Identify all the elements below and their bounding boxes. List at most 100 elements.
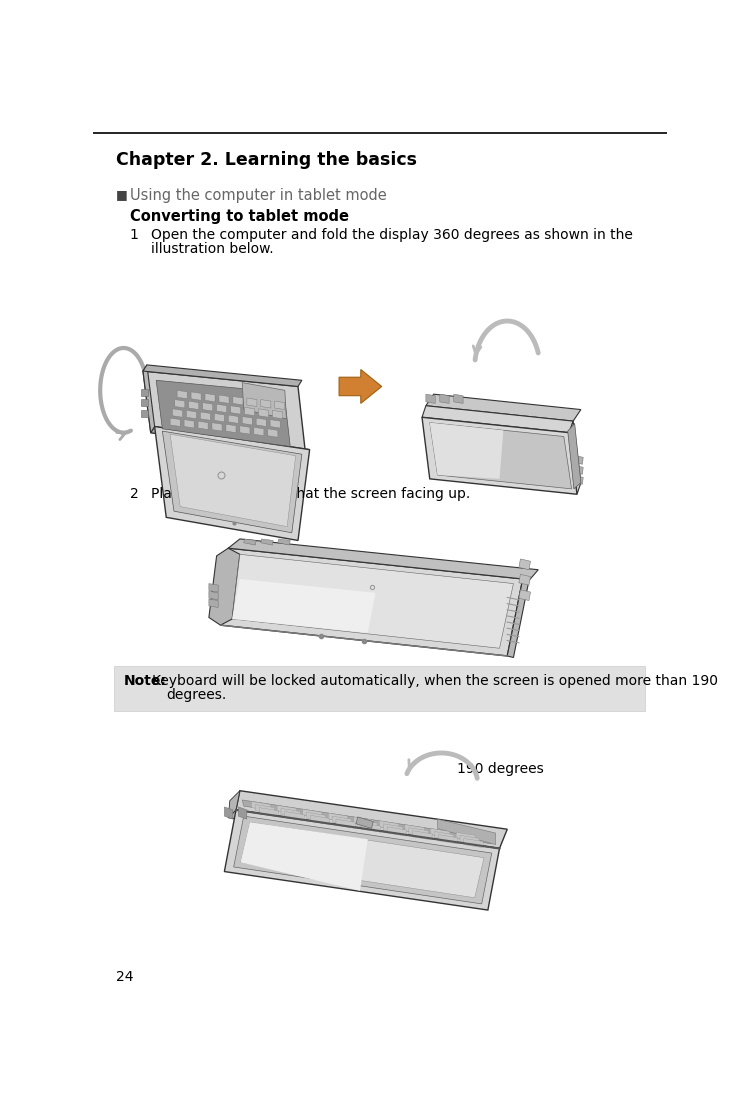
- Polygon shape: [362, 823, 381, 833]
- Polygon shape: [228, 810, 499, 856]
- Text: illustration below.: illustration below.: [150, 242, 273, 256]
- Polygon shape: [254, 427, 264, 436]
- Polygon shape: [256, 418, 266, 427]
- Polygon shape: [519, 590, 531, 600]
- Polygon shape: [247, 398, 257, 407]
- Polygon shape: [251, 802, 271, 811]
- Text: Open the computer and fold the display 360 degrees as shown in the: Open the computer and fold the display 3…: [150, 228, 633, 242]
- Polygon shape: [307, 812, 326, 822]
- Polygon shape: [216, 404, 227, 413]
- Polygon shape: [156, 381, 290, 447]
- Polygon shape: [230, 406, 241, 415]
- Polygon shape: [569, 421, 581, 494]
- Polygon shape: [422, 406, 573, 432]
- Polygon shape: [170, 418, 180, 427]
- Polygon shape: [356, 817, 373, 828]
- Polygon shape: [239, 807, 247, 820]
- Polygon shape: [233, 396, 243, 405]
- Polygon shape: [155, 427, 310, 540]
- Polygon shape: [575, 456, 583, 464]
- Polygon shape: [277, 805, 296, 815]
- Polygon shape: [409, 827, 428, 837]
- Polygon shape: [440, 394, 449, 404]
- Text: Chapter 2. Learning the basics: Chapter 2. Learning the basics: [116, 151, 417, 169]
- Polygon shape: [275, 401, 285, 409]
- Polygon shape: [214, 414, 225, 421]
- Polygon shape: [430, 422, 571, 489]
- Polygon shape: [143, 365, 302, 386]
- FancyBboxPatch shape: [114, 666, 645, 710]
- Polygon shape: [175, 399, 185, 408]
- Polygon shape: [228, 415, 239, 424]
- Polygon shape: [568, 424, 581, 489]
- Polygon shape: [226, 425, 236, 432]
- Polygon shape: [209, 583, 218, 592]
- Polygon shape: [209, 599, 218, 608]
- Polygon shape: [383, 824, 402, 833]
- Polygon shape: [426, 394, 435, 404]
- Polygon shape: [508, 579, 529, 657]
- Polygon shape: [162, 431, 302, 533]
- Polygon shape: [189, 401, 199, 409]
- Text: Note:: Note:: [124, 674, 167, 687]
- Polygon shape: [173, 409, 182, 417]
- Polygon shape: [219, 395, 229, 404]
- Polygon shape: [519, 559, 531, 570]
- Polygon shape: [177, 390, 187, 399]
- Polygon shape: [242, 383, 286, 419]
- Polygon shape: [233, 816, 492, 903]
- Text: 190 degrees: 190 degrees: [457, 762, 544, 777]
- Polygon shape: [387, 827, 407, 836]
- Polygon shape: [170, 435, 296, 526]
- Polygon shape: [426, 394, 581, 421]
- Polygon shape: [184, 419, 194, 428]
- Polygon shape: [310, 815, 330, 825]
- Polygon shape: [575, 465, 583, 474]
- Polygon shape: [430, 422, 503, 479]
- Polygon shape: [143, 371, 306, 456]
- Polygon shape: [245, 407, 255, 416]
- Polygon shape: [242, 417, 252, 425]
- Polygon shape: [270, 419, 280, 428]
- Polygon shape: [328, 813, 348, 822]
- Polygon shape: [240, 426, 250, 435]
- Polygon shape: [575, 475, 583, 484]
- Polygon shape: [358, 820, 377, 829]
- Polygon shape: [241, 822, 484, 898]
- Polygon shape: [259, 409, 268, 417]
- Text: 1: 1: [130, 228, 139, 242]
- Polygon shape: [519, 575, 531, 585]
- Polygon shape: [261, 399, 271, 408]
- Polygon shape: [143, 365, 155, 432]
- Text: Keyboard will be locked automatically, when the screen is opened more than 190: Keyboard will be locked automatically, w…: [151, 674, 717, 687]
- Polygon shape: [241, 822, 368, 891]
- Polygon shape: [244, 539, 256, 545]
- Polygon shape: [456, 833, 476, 842]
- Polygon shape: [142, 388, 147, 396]
- Polygon shape: [422, 417, 577, 494]
- Polygon shape: [332, 816, 351, 825]
- Polygon shape: [203, 403, 213, 411]
- Polygon shape: [228, 791, 240, 817]
- Polygon shape: [302, 810, 322, 818]
- Polygon shape: [460, 835, 479, 845]
- Polygon shape: [281, 808, 300, 817]
- Polygon shape: [278, 539, 290, 545]
- Polygon shape: [268, 429, 278, 437]
- Polygon shape: [228, 539, 538, 580]
- Polygon shape: [405, 825, 425, 834]
- Polygon shape: [205, 394, 215, 401]
- Polygon shape: [236, 791, 508, 848]
- Polygon shape: [413, 831, 432, 840]
- Polygon shape: [379, 821, 399, 829]
- Polygon shape: [225, 807, 233, 820]
- Polygon shape: [353, 817, 373, 826]
- Polygon shape: [209, 548, 240, 625]
- Text: 24: 24: [116, 971, 133, 984]
- Polygon shape: [200, 411, 210, 420]
- Polygon shape: [150, 427, 310, 456]
- Text: degrees.: degrees.: [166, 687, 227, 702]
- Polygon shape: [209, 591, 218, 600]
- Polygon shape: [437, 820, 496, 845]
- Polygon shape: [285, 812, 305, 821]
